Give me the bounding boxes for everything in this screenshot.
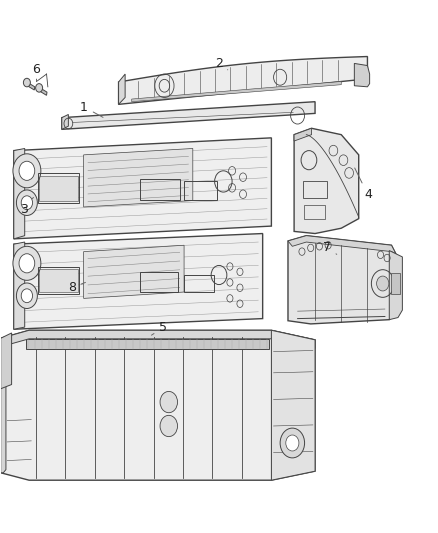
Polygon shape — [1, 344, 6, 473]
Polygon shape — [84, 149, 193, 207]
Polygon shape — [62, 102, 315, 130]
Circle shape — [280, 428, 304, 458]
Bar — [38, 266, 79, 294]
Text: 1: 1 — [80, 101, 103, 117]
Bar — [38, 173, 79, 203]
Polygon shape — [294, 128, 311, 141]
Text: 3: 3 — [20, 197, 33, 215]
Polygon shape — [14, 149, 25, 239]
Circle shape — [160, 391, 177, 413]
Polygon shape — [14, 233, 263, 329]
Circle shape — [160, 415, 177, 437]
Bar — [141, 179, 180, 200]
Bar — [39, 175, 78, 200]
Bar — [391, 273, 400, 294]
Polygon shape — [119, 56, 367, 104]
Polygon shape — [1, 333, 12, 389]
Bar — [184, 181, 217, 200]
Polygon shape — [62, 115, 68, 130]
Polygon shape — [1, 330, 315, 349]
Circle shape — [377, 276, 389, 291]
Polygon shape — [354, 63, 370, 87]
Bar — [39, 269, 78, 292]
Polygon shape — [84, 245, 184, 298]
Text: 8: 8 — [68, 281, 85, 294]
Polygon shape — [26, 339, 269, 349]
Polygon shape — [132, 82, 341, 102]
Text: 6: 6 — [32, 63, 40, 82]
Bar — [184, 275, 214, 292]
Polygon shape — [14, 242, 25, 329]
Circle shape — [21, 289, 32, 303]
Polygon shape — [119, 74, 125, 104]
Polygon shape — [14, 138, 272, 239]
Circle shape — [23, 78, 30, 87]
Circle shape — [286, 435, 299, 451]
Circle shape — [13, 246, 41, 280]
Circle shape — [19, 254, 35, 273]
Polygon shape — [294, 128, 359, 233]
Bar — [303, 181, 327, 198]
Polygon shape — [38, 87, 47, 95]
Bar — [141, 272, 177, 292]
Circle shape — [21, 196, 32, 209]
Text: 4: 4 — [355, 168, 372, 201]
Circle shape — [16, 283, 37, 309]
Polygon shape — [25, 82, 35, 90]
Polygon shape — [272, 330, 315, 480]
Polygon shape — [288, 236, 396, 254]
Bar — [304, 205, 325, 219]
Polygon shape — [1, 330, 315, 480]
Circle shape — [19, 161, 35, 180]
Text: 2: 2 — [215, 57, 228, 70]
Circle shape — [13, 154, 41, 188]
Circle shape — [35, 84, 42, 92]
Polygon shape — [288, 236, 396, 324]
Circle shape — [16, 190, 37, 215]
Text: 5: 5 — [152, 321, 167, 335]
Text: 7: 7 — [323, 241, 337, 254]
Polygon shape — [389, 251, 403, 320]
